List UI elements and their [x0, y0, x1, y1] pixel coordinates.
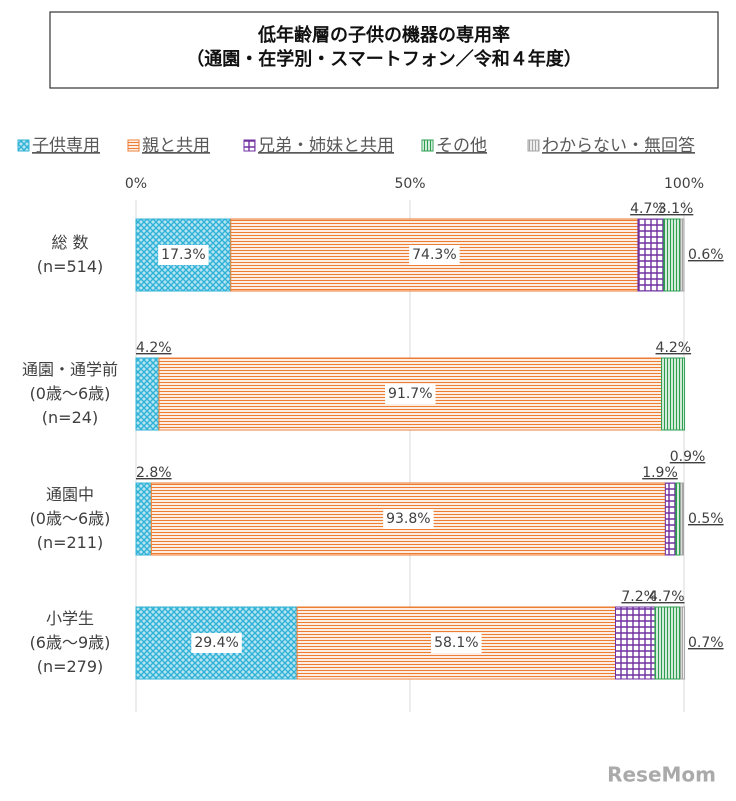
value-label: 0.7% — [688, 635, 724, 651]
value-label: 0.6% — [688, 247, 724, 263]
value-label: 4.7% — [649, 589, 685, 605]
label-bg — [191, 633, 242, 653]
legend-label: その他 — [436, 136, 487, 156]
legend-swatch — [127, 139, 140, 152]
bar-segment — [664, 482, 677, 556]
bar-segment — [680, 606, 686, 680]
bar-segment — [663, 218, 682, 292]
bar-segment — [654, 606, 682, 680]
bar-segment — [680, 482, 684, 556]
bar-segment — [615, 606, 656, 680]
value-label: 3.1% — [658, 201, 694, 217]
value-label: 4.2% — [136, 340, 172, 356]
legend-swatch — [421, 139, 434, 152]
value-label: 4.7% — [630, 201, 666, 217]
x-tick-label: 0% — [125, 176, 147, 192]
label-bg — [158, 245, 209, 265]
y-tick-label: 通園・通学前(0歳～6歳) (n=24) — [22, 360, 118, 427]
value-label: 7.2% — [621, 589, 657, 605]
legend-label: 子供専用 — [32, 136, 100, 156]
value-label: 0.9% — [670, 449, 706, 465]
source-logo: ReseMom — [607, 763, 716, 787]
value-label: 4.2% — [656, 340, 692, 356]
legend-swatch — [17, 139, 30, 152]
bar-segment — [680, 218, 685, 292]
value-label: 29.4% — [194, 635, 238, 651]
bar-segment — [675, 482, 682, 556]
legend-label: 兄弟・姉妹と共用 — [258, 136, 394, 156]
value-label: 17.3% — [161, 247, 205, 263]
label-bg — [431, 633, 482, 653]
legend-swatch — [527, 139, 540, 152]
label-bg — [409, 245, 460, 265]
legend-label: わからない・無回答 — [542, 136, 695, 156]
value-label: 74.3% — [412, 247, 456, 263]
chart-title: 低年齢層の子供の機器の専用率（通園・在学別・スマートフォン／令和４年度） — [186, 24, 581, 70]
bar-segment — [661, 357, 686, 431]
y-tick-label: 総 数(n=514) — [37, 233, 104, 276]
label-bg — [383, 509, 434, 529]
value-label: 58.1% — [434, 635, 478, 651]
title-box — [49, 11, 719, 89]
value-label: 91.7% — [388, 386, 432, 402]
value-label: 1.9% — [642, 465, 678, 481]
value-label: 93.8% — [386, 511, 430, 527]
bar-segment — [637, 218, 665, 292]
x-tick-label: 100% — [664, 176, 704, 192]
legend-swatch — [243, 139, 256, 152]
bar-segment — [135, 482, 152, 556]
legend-label: 親と共用 — [142, 136, 210, 156]
label-bg — [385, 384, 436, 404]
y-tick-label: 小学生(6歳～9歳) (n=279) — [30, 609, 111, 676]
value-label: 0.5% — [688, 511, 724, 527]
y-tick-label: 通園中(0歳～6歳) (n=211) — [30, 485, 111, 552]
value-label: 2.8% — [136, 465, 172, 481]
x-tick-label: 50% — [394, 176, 425, 192]
bar-segment — [135, 357, 160, 431]
